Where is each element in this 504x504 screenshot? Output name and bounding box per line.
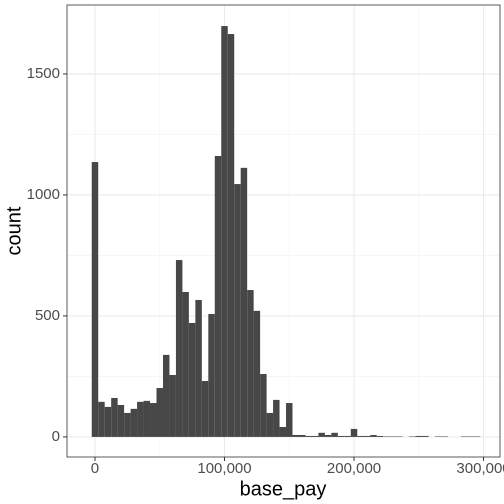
bar <box>298 434 306 437</box>
bar <box>344 435 351 437</box>
x-tick-label: 100,000 <box>197 460 251 477</box>
bar <box>182 291 189 437</box>
bar <box>130 408 138 437</box>
bar <box>337 435 345 437</box>
bar <box>214 155 222 437</box>
bar <box>227 34 235 437</box>
x-tick-label: 200,000 <box>327 460 381 477</box>
y-tick-label: 0 <box>52 428 60 445</box>
bar <box>111 397 118 437</box>
bar <box>415 435 423 437</box>
bar <box>422 435 429 437</box>
bar <box>234 184 241 437</box>
bar <box>240 167 248 437</box>
bar <box>350 428 358 437</box>
bar <box>91 162 99 437</box>
panel-border <box>66 4 501 458</box>
bar <box>208 313 215 437</box>
bar <box>311 435 319 437</box>
bar <box>104 406 112 437</box>
bars <box>91 26 481 437</box>
bar <box>124 412 131 437</box>
bar <box>137 401 144 437</box>
y-tick-label: 1500 <box>27 65 60 82</box>
bar <box>357 435 364 437</box>
bar <box>175 260 183 437</box>
bar <box>188 322 196 437</box>
bar <box>286 403 293 437</box>
bar <box>98 401 105 437</box>
bar <box>324 434 332 437</box>
bar <box>221 26 228 437</box>
bar <box>266 412 274 437</box>
x-tick-label: 300,000 <box>456 460 504 477</box>
bar <box>370 434 377 437</box>
bar <box>253 310 261 437</box>
y-tick-label: 500 <box>35 307 60 324</box>
bar <box>292 434 299 437</box>
bar <box>201 381 209 437</box>
bar <box>247 290 254 437</box>
bar <box>331 432 338 437</box>
bar <box>195 299 202 437</box>
bar <box>117 404 125 437</box>
bar <box>305 435 312 437</box>
y-axis-title: count <box>3 206 25 255</box>
bar <box>318 432 325 437</box>
x-axis-title: base_pay <box>240 478 327 500</box>
bar <box>143 400 151 437</box>
bar <box>169 374 176 437</box>
bar <box>156 388 163 437</box>
bar <box>162 354 170 437</box>
bar <box>363 435 371 437</box>
bar <box>260 374 267 437</box>
bar <box>150 403 157 437</box>
y-tick-label: 1000 <box>27 186 60 203</box>
x-tick-label: 0 <box>91 460 99 477</box>
bar <box>273 399 280 437</box>
bar <box>376 435 384 437</box>
bar <box>279 426 287 437</box>
